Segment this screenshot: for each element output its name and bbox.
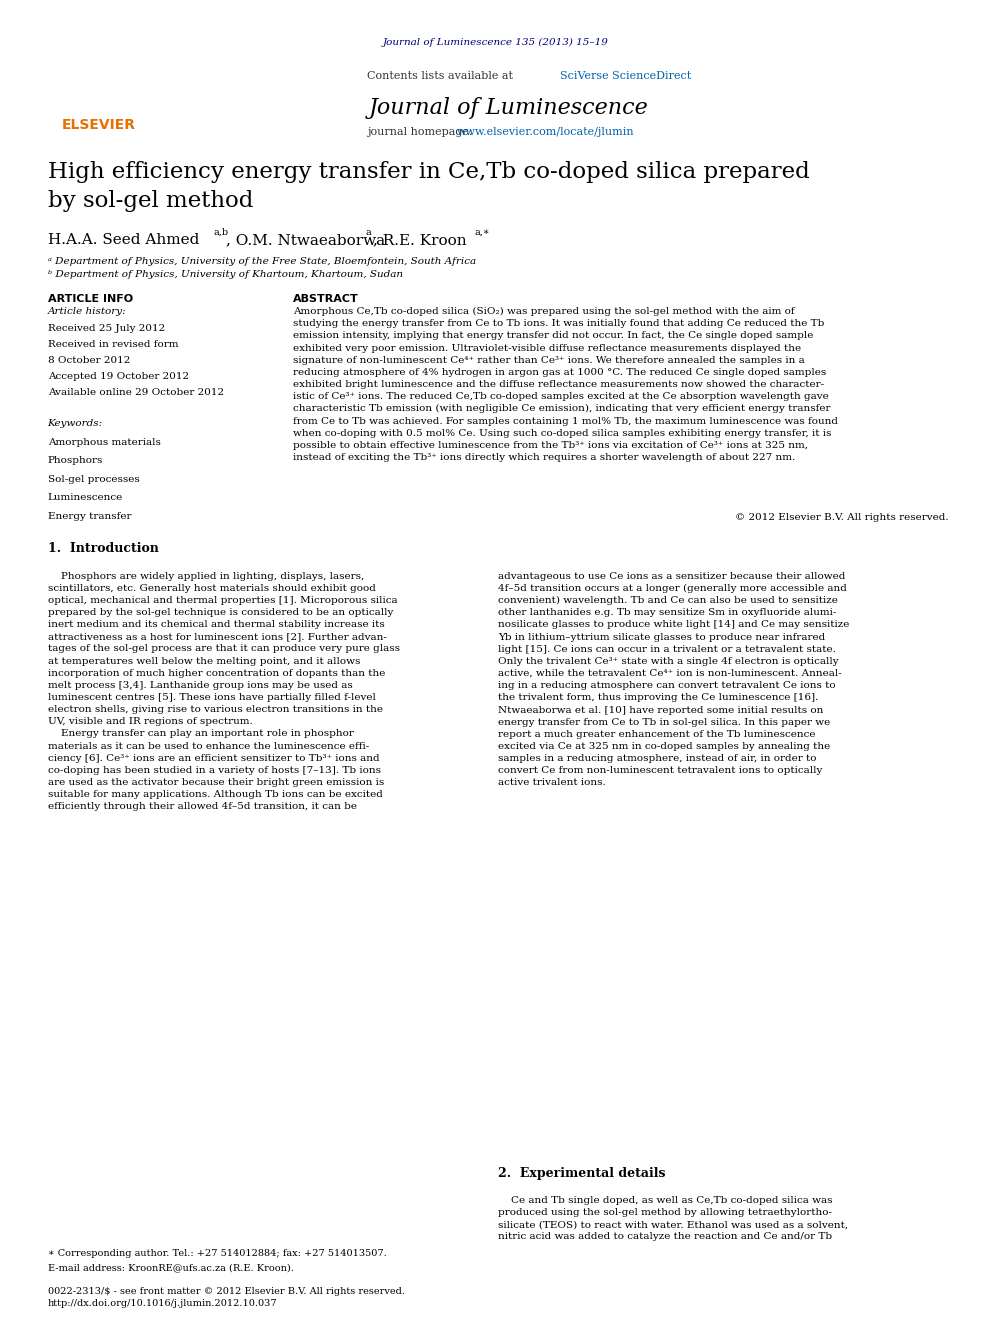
Text: Contents lists available at: Contents lists available at xyxy=(367,71,517,82)
Text: advantageous to use Ce ions as a sensitizer because their allowed
4f–5d transiti: advantageous to use Ce ions as a sensiti… xyxy=(498,572,849,787)
Text: ᵇ Department of Physics, University of Khartoum, Khartoum, Sudan: ᵇ Department of Physics, University of K… xyxy=(48,270,403,279)
Text: ABSTRACT: ABSTRACT xyxy=(293,294,358,304)
Text: Article history:: Article history: xyxy=(48,307,126,316)
Text: © 2012 Elsevier B.V. All rights reserved.: © 2012 Elsevier B.V. All rights reserved… xyxy=(735,513,948,523)
Text: Ce and Tb single doped, as well as Ce,Tb co-doped silica was
produced using the : Ce and Tb single doped, as well as Ce,Tb… xyxy=(498,1196,848,1241)
Text: a,∗: a,∗ xyxy=(474,228,490,237)
Text: Energy transfer: Energy transfer xyxy=(48,512,131,521)
Text: www.elsevier.com/locate/jlumin: www.elsevier.com/locate/jlumin xyxy=(456,127,634,138)
Text: ARTICLE INFO: ARTICLE INFO xyxy=(48,294,133,304)
Text: Amorphous Ce,Tb co-doped silica (SiO₂) was prepared using the sol-gel method wit: Amorphous Ce,Tb co-doped silica (SiO₂) w… xyxy=(293,307,837,462)
Text: a: a xyxy=(365,228,371,237)
Text: , R.E. Kroon: , R.E. Kroon xyxy=(373,233,471,247)
Text: Received 25 July 2012: Received 25 July 2012 xyxy=(48,324,165,333)
Text: 8 October 2012: 8 October 2012 xyxy=(48,356,130,365)
Text: 2.  Experimental details: 2. Experimental details xyxy=(498,1167,666,1180)
Text: http://dx.doi.org/10.1016/j.jlumin.2012.10.037: http://dx.doi.org/10.1016/j.jlumin.2012.… xyxy=(48,1299,277,1308)
Text: 1.  Introduction: 1. Introduction xyxy=(48,542,159,556)
Text: Keywords:: Keywords: xyxy=(48,419,103,429)
Text: , O.M. Ntwaeaborwa: , O.M. Ntwaeaborwa xyxy=(226,233,390,247)
Text: Sol-gel processes: Sol-gel processes xyxy=(48,475,139,484)
Text: journal homepage:: journal homepage: xyxy=(367,127,476,138)
Text: Amorphous materials: Amorphous materials xyxy=(48,438,161,447)
Text: High efficiency energy transfer in Ce,Tb co-doped silica prepared
by sol-gel met: High efficiency energy transfer in Ce,Tb… xyxy=(48,161,809,212)
Text: Received in revised form: Received in revised form xyxy=(48,340,179,349)
Text: ∗ Corresponding author. Tel.: +27 514012884; fax: +27 514013507.: ∗ Corresponding author. Tel.: +27 514012… xyxy=(48,1249,386,1258)
Text: Luminescence: Luminescence xyxy=(48,493,123,503)
Text: Phosphors: Phosphors xyxy=(48,456,103,466)
Text: Available online 29 October 2012: Available online 29 October 2012 xyxy=(48,388,224,397)
Text: E-mail address: KroonRE@ufs.ac.za (R.E. Kroon).: E-mail address: KroonRE@ufs.ac.za (R.E. … xyxy=(48,1263,294,1273)
Text: Phosphors are widely applied in lighting, displays, lasers,
scintillators, etc. : Phosphors are widely applied in lighting… xyxy=(48,572,400,811)
Text: ELSEVIER: ELSEVIER xyxy=(62,118,136,132)
Text: Journal of Luminescence: Journal of Luminescence xyxy=(369,97,649,119)
Text: H.A.A. Seed Ahmed: H.A.A. Seed Ahmed xyxy=(48,233,204,247)
Text: Accepted 19 October 2012: Accepted 19 October 2012 xyxy=(48,372,188,381)
Text: 0022-2313/$ - see front matter © 2012 Elsevier B.V. All rights reserved.: 0022-2313/$ - see front matter © 2012 El… xyxy=(48,1287,405,1297)
Text: LUMINESCENCE: LUMINESCENCE xyxy=(906,71,912,126)
Text: Journal of Luminescence 135 (2013) 15–19: Journal of Luminescence 135 (2013) 15–19 xyxy=(383,38,609,48)
Text: ᵃ Department of Physics, University of the Free State, Bloemfontein, South Afric: ᵃ Department of Physics, University of t… xyxy=(48,257,476,266)
Text: a,b: a,b xyxy=(213,228,228,237)
Text: SciVerse ScienceDirect: SciVerse ScienceDirect xyxy=(560,71,691,82)
